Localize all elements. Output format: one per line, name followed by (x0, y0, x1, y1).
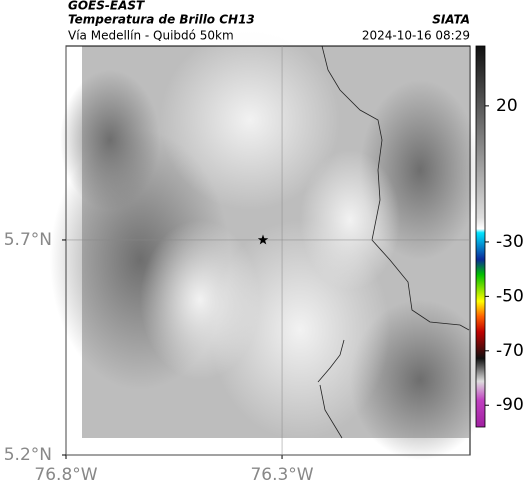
subtitle: Temperatura de Brillo CH13 (68, 13, 255, 27)
colorbar-tick-label: -30 (496, 232, 524, 252)
y-tick-label: 5.2°N (4, 445, 52, 465)
y-tick-label: 5.7°N (4, 230, 52, 250)
location-marker (257, 234, 269, 245)
title: GOES-EAST (68, 0, 145, 13)
satellite-image (50, 30, 490, 460)
region: Vía Medellín - Quibdó 50km (68, 29, 234, 43)
source: SIATA (432, 13, 470, 27)
datetime: 2024-10-16 08:29 (362, 29, 470, 43)
borders (317, 45, 470, 439)
colorbar-tick-label: -90 (496, 395, 524, 415)
x-tick-label: 76.3°W (250, 465, 313, 485)
colorbar-tick-label: -70 (496, 341, 524, 361)
colorbar-tick-label: 20 (496, 96, 518, 116)
colorbar (475, 45, 486, 428)
x-tick-label: 76.8°W (34, 465, 97, 485)
colorbar-tick-label: -50 (496, 286, 524, 306)
